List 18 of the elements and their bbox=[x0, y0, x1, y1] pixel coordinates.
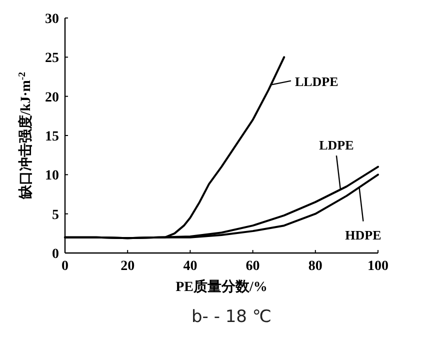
x-axis-title: PE质量分数/% bbox=[176, 278, 268, 295]
x-tick-label: 60 bbox=[246, 259, 260, 274]
y-tick-label: 25 bbox=[45, 51, 59, 66]
legend-label: LLDPE bbox=[294, 74, 338, 89]
y-tick-label: 5 bbox=[52, 208, 59, 223]
y-tick-label: 15 bbox=[45, 130, 59, 144]
x-tick-label: 0 bbox=[62, 259, 68, 274]
text: b- - 18 ℃ bbox=[192, 307, 272, 327]
x-tick-label: 100 bbox=[368, 259, 388, 274]
series-label: LDPE bbox=[319, 138, 354, 153]
y-tick-label: 10 bbox=[45, 168, 59, 184]
text: HDPE bbox=[345, 227, 382, 242]
y-tick-label: 0 bbox=[52, 247, 59, 262]
y-tick-label: 20 bbox=[45, 90, 59, 106]
x-tick-label: 20 bbox=[120, 259, 135, 274]
x-tick-label: 80 bbox=[308, 259, 322, 274]
y-tick-label: 30 bbox=[45, 12, 59, 27]
x-tick-label: 40 bbox=[183, 259, 198, 274]
